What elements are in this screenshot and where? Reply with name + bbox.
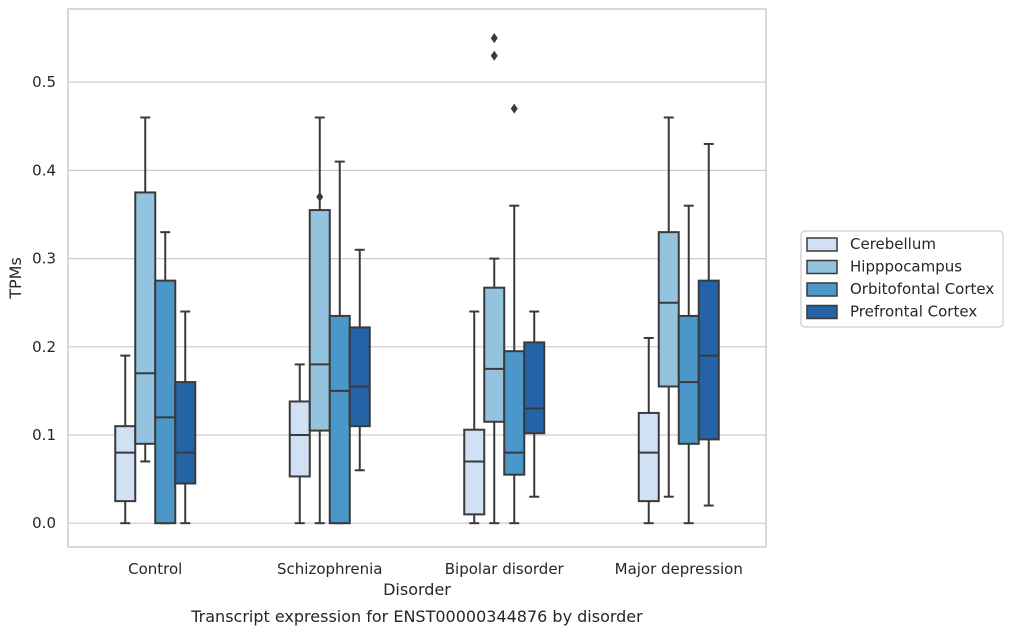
x-tick-label: Bipolar disorder: [445, 560, 565, 578]
box-1-2: [328, 160, 351, 525]
box-body: [637, 411, 660, 503]
box-body: [174, 381, 197, 485]
box-body: [114, 425, 137, 503]
y-tick-label: 0.3: [32, 250, 56, 268]
box-2-2: [503, 103, 526, 525]
legend-label: Hipppocampus: [850, 258, 962, 276]
legend-item: Prefrontal Cortex: [806, 303, 977, 321]
box-body: [483, 286, 506, 423]
outlier-marker: [510, 103, 518, 114]
outlier-marker: [316, 191, 324, 202]
y-tick-labels: 0.0 0.1 0.2 0.3 0.4 0.5: [32, 73, 56, 532]
plot-frame: [67, 8, 767, 548]
legend-item: Orbitofontal Cortex: [806, 280, 994, 298]
legend-label: Prefrontal Cortex: [850, 303, 977, 321]
box-0-1: [134, 116, 157, 463]
y-axis-title: TPMs: [6, 257, 25, 300]
y-tick-label: 0.0: [32, 514, 56, 532]
y-tick-label: 0.2: [32, 338, 56, 356]
box-body: [308, 209, 331, 432]
box-body: [657, 231, 680, 388]
box-1-3: [348, 248, 371, 472]
legend-item: Cerebellum: [806, 235, 936, 253]
box-3-3: [697, 142, 720, 507]
box-2-3: [523, 310, 546, 498]
box-body: [348, 326, 371, 428]
box-3-0: [637, 336, 660, 525]
x-tick-label: Control: [128, 560, 182, 578]
legend-label: Cerebellum: [850, 235, 936, 253]
y-tick-label: 0.5: [32, 73, 56, 91]
chart-caption: Transcript expression for ENST0000034487…: [190, 607, 643, 626]
box-body: [154, 279, 177, 525]
legend-swatch: [806, 304, 838, 320]
legend-swatch: [806, 282, 838, 297]
box-body: [523, 341, 546, 435]
box-0-0: [114, 354, 137, 525]
legend: Cerebellum Hipppocampus Orbitofontal Corte…: [800, 230, 1004, 328]
box-3-1: [657, 116, 680, 498]
box-body: [463, 428, 486, 516]
legend-swatch: [806, 259, 838, 275]
x-tick-label: Major depression: [615, 560, 743, 578]
x-tick-labels: Control Schizophrenia Bipolar disorder Majo…: [128, 560, 743, 578]
box-3-2: [677, 204, 700, 525]
box-0-3: [174, 310, 197, 525]
y-tick-label: 0.4: [32, 161, 56, 179]
box-0-2: [154, 231, 177, 525]
box-2-1: [483, 33, 506, 525]
box-1-1: [308, 116, 331, 525]
box-body: [328, 314, 351, 525]
box-layer: [114, 33, 720, 525]
box-body: [288, 400, 311, 478]
legend-item: Hipppocampus: [806, 258, 962, 276]
box-body: [697, 279, 720, 441]
outlier-marker: [490, 33, 498, 44]
x-tick-label: Schizophrenia: [277, 560, 382, 578]
y-tick-label: 0.1: [32, 426, 56, 444]
box-body: [677, 314, 700, 445]
box-body: [134, 191, 157, 445]
legend-label: Orbitofontal Cortex: [850, 280, 994, 298]
legend-swatch: [806, 237, 838, 252]
x-axis-title: Disorder: [383, 580, 451, 599]
legend-frame: [800, 230, 1004, 328]
box-1-0: [288, 363, 311, 525]
outlier-marker: [490, 50, 498, 61]
box-body: [503, 350, 526, 476]
box-2-0: [463, 310, 486, 525]
